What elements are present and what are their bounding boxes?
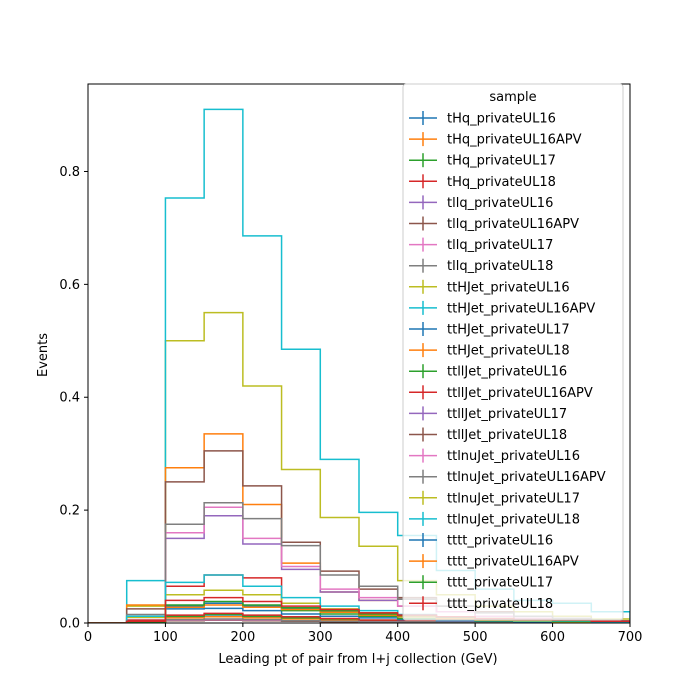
legend-label: tllq_privateUL18 [447,259,553,274]
y-tick-label: 0.4 [59,391,80,406]
legend-label: tttt_privateUL17 [447,576,553,591]
legend-label: ttHJet_privateUL17 [447,323,570,338]
legend-label: tHq_privateUL18 [447,175,556,190]
x-axis-label: Leading pt of pair from l+j collection (… [218,652,497,667]
y-tick-label: 0.6 [59,278,80,293]
legend-label: tttt_privateUL16 [447,534,553,549]
x-tick-label: 200 [230,630,255,645]
legend-title: sample [489,90,536,105]
y-tick-label: 0.0 [59,617,80,632]
legend-entry: tttt_privateUL16APV [409,554,579,570]
legend-entry: tHq_privateUL17 [409,153,556,169]
legend-entries: tHq_privateUL16 tHq_privateUL16APV tHq_pri… [409,111,606,612]
legend-entry: tHq_privateUL18 [409,174,556,190]
legend-label: ttlnuJet_privateUL18 [447,512,580,527]
legend-entry: tHq_privateUL16APV [409,132,582,148]
x-tick-label: 0 [84,630,92,645]
legend-label: ttHJet_privateUL16 [447,280,570,295]
legend-entry: ttllJet_privateUL16APV [409,385,593,401]
legend-entry: ttlnuJet_privateUL16APV [409,469,606,485]
legend-label: ttHJet_privateUL18 [447,344,570,359]
x-tick-label: 400 [385,630,410,645]
legend-label: tllq_privateUL16 [447,196,553,211]
axes-frame [87,83,631,624]
legend-frame [402,83,624,621]
legend-entry: tttt_privateUL17 [409,575,553,591]
plot-area [88,108,630,623]
legend-label: ttllJet_privateUL18 [447,428,567,443]
legend-entry: tllq_privateUL18 [409,258,553,274]
legend-entry: tllq_privateUL16 [409,195,553,211]
legend-label: tHq_privateUL16APV [447,133,582,148]
legend-entry: tttt_privateUL16 [409,533,553,549]
legend-entry: ttllJet_privateUL18 [409,427,567,443]
legend-label: ttllJet_privateUL17 [447,407,567,422]
legend-label: tHq_privateUL16 [447,112,556,127]
legend-label: tHq_privateUL17 [447,154,556,169]
x-tick-label: 700 [618,630,643,645]
legend-label: tllq_privateUL16APV [447,217,579,232]
legend-label: ttllJet_privateUL16APV [447,386,593,401]
x-tick-label: 100 [153,630,178,645]
x-tick-label: 300 [308,630,333,645]
legend-label: ttllJet_privateUL16 [447,365,567,380]
legend-entry: ttlnuJet_privateUL18 [409,511,580,527]
legend-entry: ttllJet_privateUL17 [409,406,567,422]
legend-entry: ttlnuJet_privateUL16 [409,448,580,464]
axes: 0 100 200 300 400 500 600 700 0.0 0.2 0.4 0.6 0.8 [59,83,643,645]
legend-entry: ttlnuJet_privateUL17 [409,490,580,506]
y-tick-label: 0.8 [59,165,80,180]
legend-label: tllq_privateUL17 [447,238,553,253]
legend-entry: ttHJet_privateUL17 [409,322,570,338]
series-group [88,108,630,623]
legend-entry: tllq_privateUL16APV [409,216,579,232]
x-tick-label: 500 [463,630,488,645]
legend-label: tttt_privateUL16APV [447,555,579,570]
legend-entry: tllq_privateUL17 [409,237,553,253]
legend-label: ttlnuJet_privateUL16 [447,449,580,464]
legend-label: ttlnuJet_privateUL16APV [447,470,606,485]
legend-entry: tttt_privateUL18 [409,596,553,612]
legend-entry: ttHJet_privateUL16 [409,279,570,295]
legend-label: ttHJet_privateUL16APV [447,301,595,316]
legend-entry: ttHJet_privateUL16APV [409,300,595,316]
legend-label: ttlnuJet_privateUL17 [447,491,580,506]
legend-entry: ttllJet_privateUL16 [409,364,567,380]
legend-entry: tHq_privateUL16 [409,111,556,127]
y-axis-label: Events [36,333,51,377]
y-tick-label: 0.2 [59,504,80,519]
legend-entry: ttHJet_privateUL18 [409,343,570,359]
legend: sample tHq_privateUL16 tHq_privateUL16APV… [402,83,624,621]
x-tick-label: 600 [540,630,565,645]
legend-label: tttt_privateUL18 [447,597,553,612]
